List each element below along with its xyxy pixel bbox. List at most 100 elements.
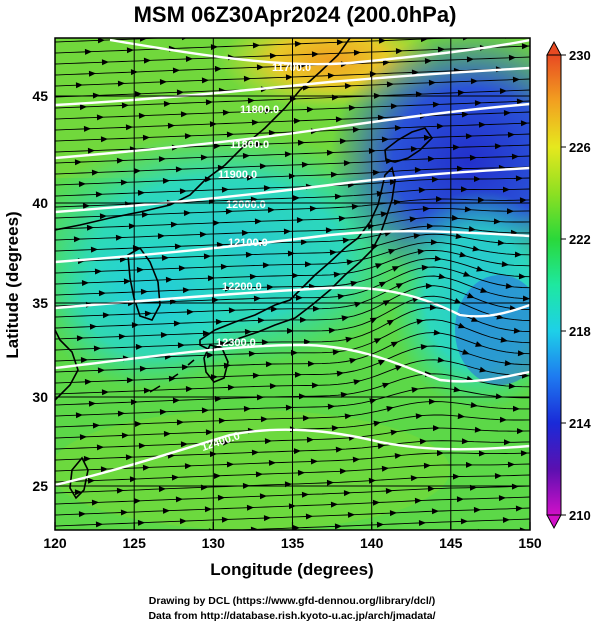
streamline [55, 427, 530, 450]
streamline-arrowhead [180, 441, 188, 448]
contour-label-12000: 12000.0 [226, 199, 266, 211]
streamline-arrowhead [373, 338, 382, 344]
streamline [55, 122, 530, 142]
streamline-arrowhead [134, 421, 142, 427]
streamline-arrowhead [86, 224, 94, 231]
streamline-arrowhead [346, 259, 354, 266]
streamline-arrowhead [185, 56, 193, 62]
streamline-arrowhead [162, 507, 170, 514]
height-contours [55, 38, 530, 487]
streamline-arrowhead [474, 176, 481, 182]
streamline-arrowhead [468, 226, 476, 232]
streamline-arrowhead [378, 38, 386, 44]
streamline-arrowhead [173, 320, 181, 327]
streamline-arrowhead [268, 459, 276, 466]
streamline-arrowhead [162, 177, 170, 184]
contour-11800 [55, 66, 530, 107]
streamline-arrowhead [459, 251, 467, 258]
streamline-arrowhead [421, 264, 429, 271]
streamline-arrowhead [386, 319, 395, 326]
streamline-arrowhead [300, 239, 308, 246]
streamline-arrowhead [95, 521, 103, 528]
streamline-arrowhead [292, 195, 300, 202]
streamline-arrowhead [251, 449, 259, 456]
streamline-arrowhead [395, 365, 403, 371]
streamline-arrowhead [498, 495, 506, 502]
streamline-arrowhead [434, 255, 442, 262]
xtick-label: 120 [43, 535, 67, 551]
streamline-arrowhead [499, 416, 507, 423]
streamline-arrowhead [377, 114, 385, 121]
streamline-arrowhead [87, 147, 95, 154]
streamline-arrowhead [305, 261, 312, 268]
colorbar-max-arrow [546, 40, 562, 56]
colorbar-tick-label: 218 [569, 324, 591, 339]
streamline-arrowhead [172, 397, 180, 404]
streamline-arrowhead [259, 163, 267, 170]
streamline-arrowhead [504, 439, 511, 446]
streamline-arrowhead [95, 191, 103, 198]
streamline-arrowhead [125, 124, 133, 131]
streamline-arrowhead [388, 248, 396, 255]
streamline-arrowhead [293, 117, 301, 124]
streamline-arrowhead [181, 364, 189, 371]
streamline-arrowhead [270, 306, 278, 313]
streamline-arrowhead [160, 332, 168, 338]
streamline-arrowhead [457, 413, 465, 420]
streamline-arrowhead [420, 344, 428, 350]
streamline-arrowhead [430, 239, 438, 246]
streamline-arrowhead [121, 432, 129, 439]
streamline-arrowhead [300, 316, 307, 323]
streamline [55, 359, 530, 395]
streamline-arrowhead [423, 462, 431, 469]
streamline-arrowhead [74, 489, 82, 496]
coastline-hokkaido [384, 127, 434, 163]
streamline-arrowhead [257, 317, 265, 324]
streamline-arrowhead [433, 329, 441, 336]
streamline-arrowhead [505, 283, 513, 289]
colorbar-min-arrow [546, 514, 562, 530]
streamline-arrowhead [83, 125, 91, 132]
streamline-arrowhead [100, 136, 108, 143]
streamline-arrowhead [477, 196, 485, 203]
streamline-arrowhead [478, 121, 486, 128]
streamline-arrowhead [454, 298, 462, 304]
streamline-arrowhead [422, 205, 430, 212]
streamline-arrowhead [436, 123, 444, 130]
streamline-arrowhead [175, 166, 183, 173]
streamline-arrowhead [432, 101, 440, 108]
streamline-arrowhead [252, 42, 260, 49]
streamline-arrowhead [263, 185, 271, 192]
streamline-arrowhead [93, 345, 101, 352]
streamline-arrowhead [172, 67, 180, 74]
streamline-arrowhead [285, 404, 293, 411]
streamline-arrowhead [513, 327, 521, 334]
streamline-arrowhead [513, 405, 520, 412]
streamline-arrowhead [416, 318, 424, 325]
streamline-arrowhead [411, 69, 419, 76]
streamline-arrowhead [330, 501, 338, 508]
streamline-arrowhead [297, 469, 305, 476]
streamline [55, 258, 530, 296]
streamline-arrowhead [243, 75, 251, 82]
streamline-arrowhead [515, 505, 523, 512]
streamline-arrowhead [453, 386, 461, 393]
streamline-arrowhead [220, 263, 228, 270]
streamline-arrowhead [429, 304, 437, 311]
streamline-arrowhead [79, 104, 87, 111]
streamline-arrowhead [205, 429, 213, 436]
streamline-arrowhead [140, 288, 148, 295]
streamline-arrowhead [255, 141, 263, 148]
streamline-arrowhead [308, 29, 315, 35]
streamline-arrowhead [296, 217, 304, 224]
streamline-arrowhead [465, 133, 473, 140]
streamline-arrowhead [116, 487, 124, 494]
streamline-arrowhead [344, 413, 352, 420]
contour-12300 [55, 343, 530, 383]
streamline-arrowhead [213, 473, 221, 479]
streamline-arrowhead [287, 327, 294, 334]
streamline-arrowhead [411, 387, 419, 393]
streamline-arrowhead [179, 518, 187, 525]
streamline-arrowhead [463, 271, 471, 277]
streamline-arrowhead [116, 157, 124, 164]
